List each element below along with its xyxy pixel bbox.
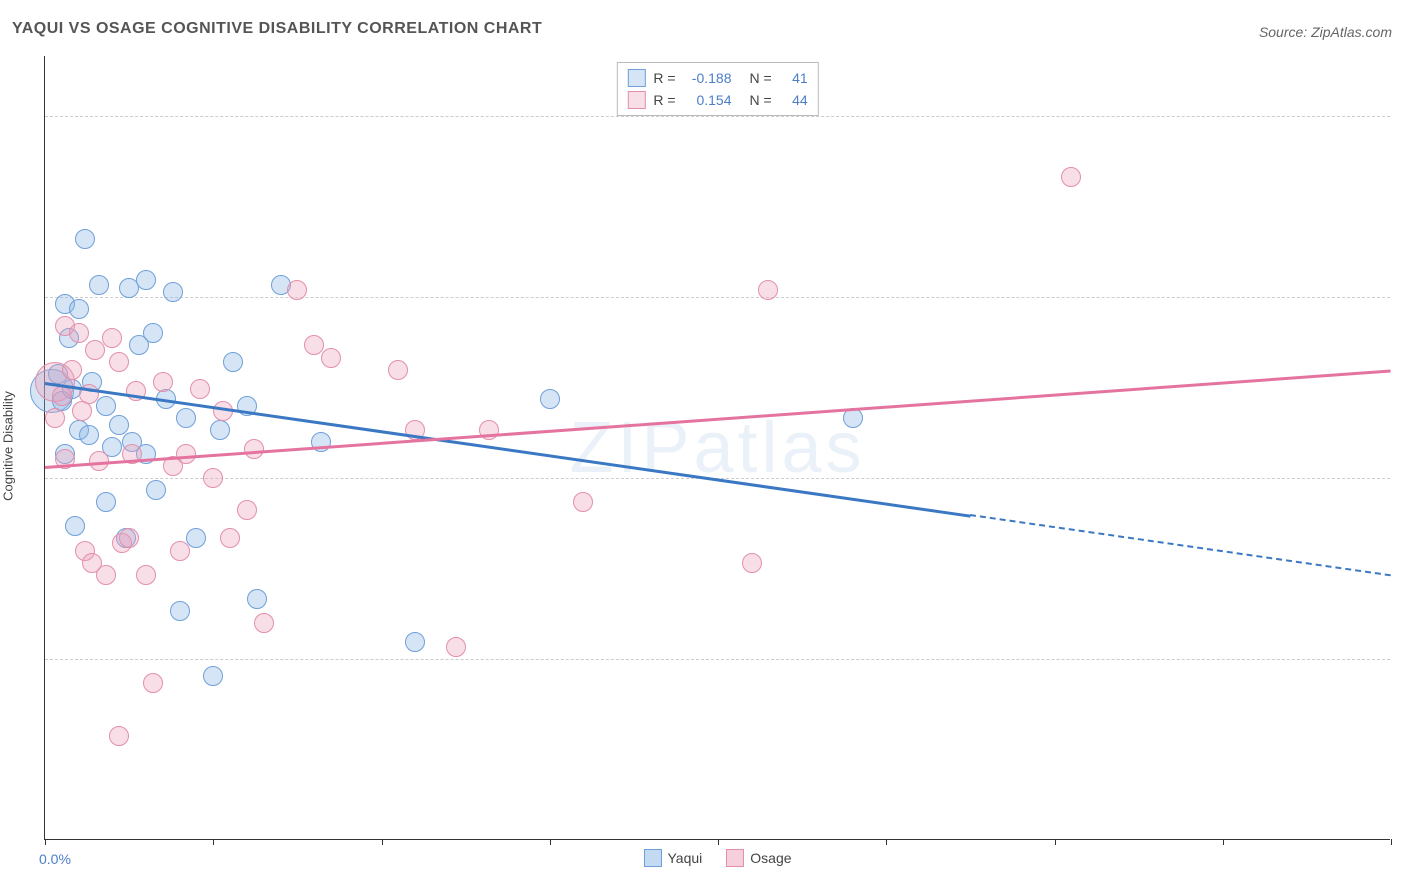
x-tick <box>550 839 551 845</box>
data-point <box>65 516 85 536</box>
data-point <box>143 323 163 343</box>
data-point <box>96 492 116 512</box>
r-value: -0.188 <box>684 70 732 86</box>
legend-label: Osage <box>750 850 791 866</box>
data-point <box>176 408 196 428</box>
y-tick-label: 7.5% <box>1395 651 1406 667</box>
n-label: N = <box>750 92 772 108</box>
y-tick-label: 15.0% <box>1395 470 1406 486</box>
data-point <box>136 270 156 290</box>
chart-container: YAQUI VS OSAGE COGNITIVE DISABILITY CORR… <box>0 0 1406 892</box>
data-point <box>573 492 593 512</box>
data-point <box>109 415 129 435</box>
x-tick <box>1055 839 1056 845</box>
data-point <box>96 565 116 585</box>
legend-swatch <box>643 849 661 867</box>
data-point <box>244 439 264 459</box>
data-point <box>109 352 129 372</box>
r-label: R = <box>653 92 675 108</box>
data-point <box>85 340 105 360</box>
data-point <box>143 673 163 693</box>
data-point <box>186 528 206 548</box>
x-tick <box>886 839 887 845</box>
data-point <box>89 275 109 295</box>
x-tick <box>213 839 214 845</box>
x-tick <box>718 839 719 845</box>
data-point <box>69 299 89 319</box>
plot-area: ZIPatlas R =-0.188N =41R =0.154N =44 0.0… <box>44 56 1390 840</box>
data-point <box>1061 167 1081 187</box>
x-tick <box>1391 839 1392 845</box>
legend-swatch <box>726 849 744 867</box>
stats-row: R = -0.188 N = 41 <box>627 67 807 89</box>
data-point <box>287 280 307 300</box>
data-point <box>237 500 257 520</box>
data-point <box>75 229 95 249</box>
data-point <box>254 613 274 633</box>
data-point <box>62 360 82 380</box>
data-point <box>540 389 560 409</box>
data-point <box>210 420 230 440</box>
chart-title: YAQUI VS OSAGE COGNITIVE DISABILITY CORR… <box>12 20 542 38</box>
data-point <box>136 565 156 585</box>
data-point <box>388 360 408 380</box>
trend-line <box>45 370 1391 469</box>
legend-label: Yaqui <box>667 850 702 866</box>
gridline <box>45 659 1390 660</box>
data-point <box>45 408 65 428</box>
legend-item: Osage <box>726 849 791 867</box>
data-point <box>220 528 240 548</box>
data-point <box>146 480 166 500</box>
legend-swatch <box>627 91 645 109</box>
data-point <box>176 444 196 464</box>
data-point <box>109 726 129 746</box>
n-value: 41 <box>780 70 808 86</box>
data-point <box>405 632 425 652</box>
x-tick <box>382 839 383 845</box>
data-point <box>170 601 190 621</box>
gridline <box>45 297 1390 298</box>
gridline <box>45 116 1390 117</box>
data-point <box>163 282 183 302</box>
x-axis-max-label: 40.0% <box>1391 851 1406 867</box>
r-label: R = <box>653 70 675 86</box>
series-legend: Yaqui Osage <box>643 849 791 867</box>
data-point <box>153 372 173 392</box>
data-point <box>190 379 210 399</box>
data-point <box>69 323 89 343</box>
y-tick-label: 22.5% <box>1395 289 1406 305</box>
n-value: 44 <box>780 92 808 108</box>
r-value: 0.154 <box>684 92 732 108</box>
data-point <box>79 425 99 445</box>
x-tick <box>1223 839 1224 845</box>
y-tick-label: 30.0% <box>1395 108 1406 124</box>
n-label: N = <box>750 70 772 86</box>
data-point <box>52 386 72 406</box>
data-point <box>321 348 341 368</box>
y-axis-label: Cognitive Disability <box>1 391 16 501</box>
data-point <box>446 637 466 657</box>
x-tick <box>45 839 46 845</box>
stats-legend: R = -0.188 N = 41 R = 0.154 N = 44 <box>616 62 818 116</box>
legend-item: Yaqui <box>643 849 702 867</box>
source-attribution: Source: ZipAtlas.com <box>1259 24 1392 40</box>
data-point <box>223 352 243 372</box>
data-point <box>742 553 762 573</box>
data-point <box>119 528 139 548</box>
trend-line <box>970 514 1391 576</box>
data-point <box>247 589 267 609</box>
stats-row: R = 0.154 N = 44 <box>627 89 807 111</box>
data-point <box>102 328 122 348</box>
data-point <box>758 280 778 300</box>
data-point <box>203 468 223 488</box>
data-point <box>203 666 223 686</box>
data-point <box>96 396 116 416</box>
legend-swatch <box>627 69 645 87</box>
x-axis-min-label: 0.0% <box>39 851 71 867</box>
data-point <box>170 541 190 561</box>
